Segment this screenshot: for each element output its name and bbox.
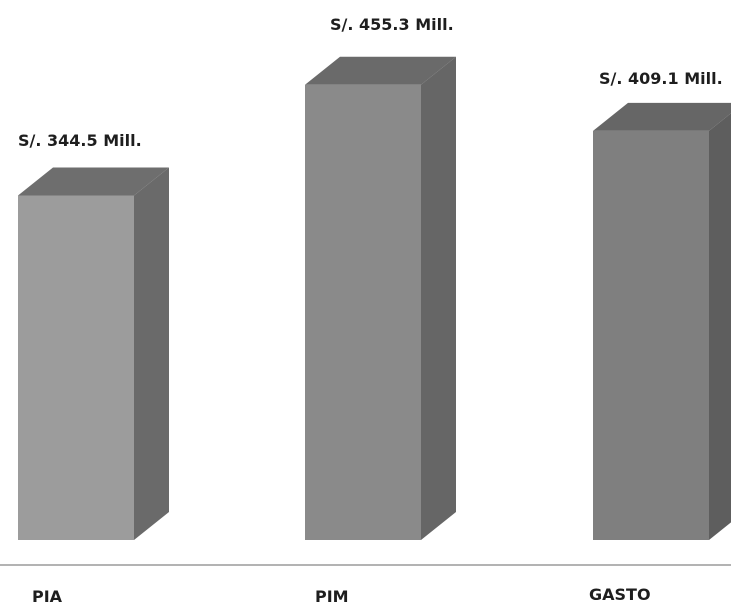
bar-pim-top: [305, 56, 456, 85]
data-labels-group: S/. 344.5 Mill. S/. 455.3 Mill. S/. 409.…: [18, 15, 723, 150]
category-label-pim: PIM: [315, 587, 349, 606]
bars-group: [18, 56, 731, 540]
category-label-gasto: GASTO: [589, 585, 651, 604]
bar-pia-top: [18, 167, 169, 196]
bar-pim-side: [421, 56, 456, 540]
bar-pia: [18, 195, 134, 540]
bar-gasto-side: [709, 113, 731, 540]
bar-gasto: [593, 130, 709, 540]
category-labels-group: PIA PIM GASTO: [32, 585, 651, 606]
data-label-pia: S/. 344.5 Mill.: [18, 131, 142, 150]
bar-gasto-top: [593, 102, 731, 131]
bar-pia-side: [134, 167, 169, 540]
bar-pim: [305, 84, 421, 540]
data-label-pim: S/. 455.3 Mill.: [330, 15, 454, 34]
data-label-gasto: S/. 409.1 Mill.: [599, 69, 723, 88]
category-label-pia: PIA: [32, 587, 63, 606]
